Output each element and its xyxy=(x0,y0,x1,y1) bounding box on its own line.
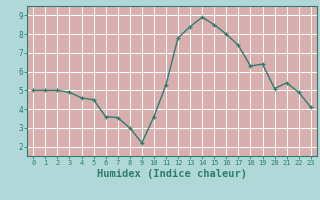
X-axis label: Humidex (Indice chaleur): Humidex (Indice chaleur) xyxy=(97,169,247,179)
